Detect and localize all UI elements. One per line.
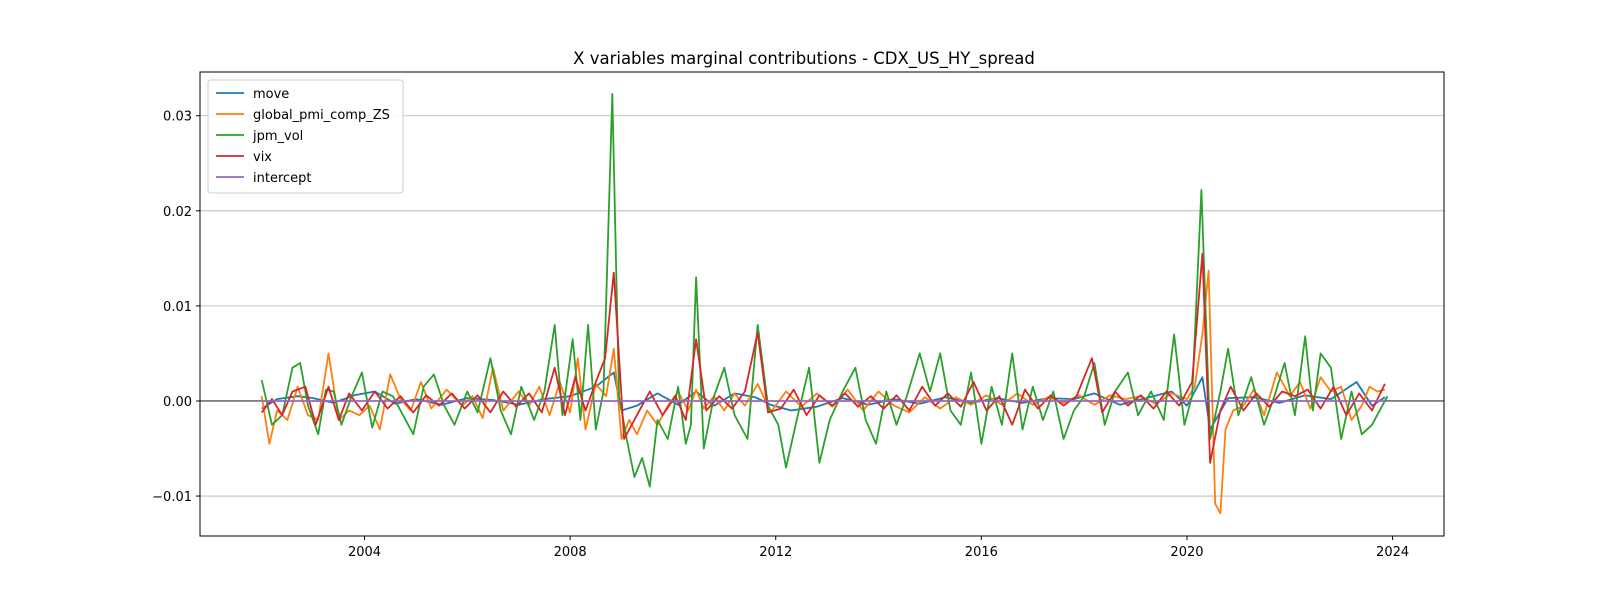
series-line-move	[261, 371, 1386, 431]
y-axis: −0.01 0.00 0.01 0.02 0.03	[152, 110, 200, 505]
series-lines	[260, 93, 1389, 515]
series-line-vix	[260, 252, 1386, 464]
series-line-global-pmi-comp-zs	[260, 269, 1386, 515]
legend-label: intercept	[253, 171, 312, 186]
x-tick-label: 2004	[348, 545, 381, 560]
legend-label: move	[253, 87, 289, 102]
legend-box	[207, 79, 404, 194]
x-tick-label: 2012	[759, 545, 792, 560]
legend-label: global_pmi_comp_ZS	[253, 108, 390, 123]
chart-title: X variables marginal contributions - CDX…	[573, 49, 1035, 69]
plot-frame	[199, 71, 1445, 537]
legend-label: vix	[253, 150, 272, 165]
x-tick-label: 2020	[1170, 545, 1203, 560]
x-tick-label: 2024	[1376, 545, 1409, 560]
x-tick-label: 2016	[965, 545, 998, 560]
legend-label: jpm_vol	[252, 129, 303, 144]
y-tick-label: 0.01	[163, 300, 192, 315]
y-tick-label: 0.03	[163, 110, 192, 125]
y-tick-label: 0.02	[163, 205, 192, 220]
y-tick-label: 0.00	[163, 395, 192, 410]
y-tick-label: −0.01	[152, 490, 192, 505]
x-tick-label: 2008	[554, 545, 587, 560]
x-axis: 2004 2008 2012 2016 2020 2024	[348, 536, 1409, 560]
series-line-jpm-vol	[260, 93, 1389, 488]
